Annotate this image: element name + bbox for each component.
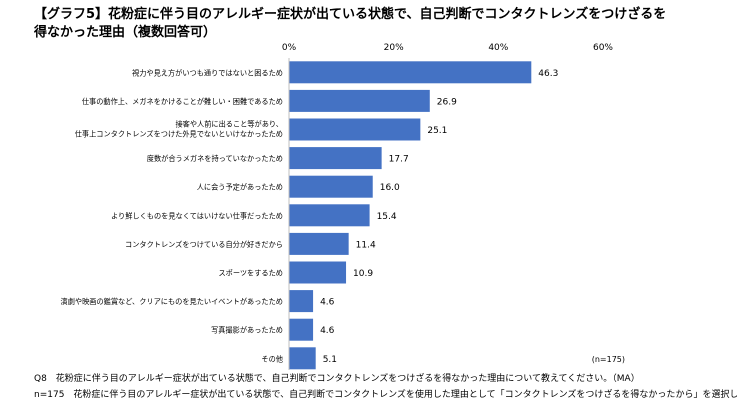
x-tick-label: 60% <box>593 43 613 53</box>
sample-size-note: (n=175) <box>592 355 625 364</box>
chart-title-line-2: 得なかった理由（複数回答可） <box>34 25 217 40</box>
value-label: 16.0 <box>380 183 400 193</box>
category-label: 演劇や映画の鑑賞など、クリアにものを見たいイベントがあったため <box>61 297 283 306</box>
category-label: その他 <box>261 354 283 363</box>
bar <box>289 147 382 170</box>
bar <box>289 89 430 112</box>
bar <box>289 118 421 141</box>
value-label: 10.9 <box>353 269 373 279</box>
category-label: 写真撮影があったため <box>211 326 283 335</box>
category-label: 度数が合うメガネを持っていなかったため <box>147 154 283 163</box>
bar <box>289 290 314 313</box>
category-label-line: 接客や人前に出ること等があり、 <box>175 120 283 129</box>
value-label: 25.1 <box>427 126 447 136</box>
category-label: 人に会う予定があったため <box>197 183 283 192</box>
value-label: 26.9 <box>437 97 457 107</box>
chart-title-line-1: 【グラフ5】花粉症に伴う目のアレルギー症状が出ている状態で、自己判断でコンタクト… <box>34 7 667 22</box>
value-label: 15.4 <box>377 212 397 222</box>
category-label: 仕事の動作上、メガネをかけることが難しい・困難であるため <box>82 97 283 106</box>
bar <box>289 204 370 227</box>
value-label: 4.6 <box>320 298 335 308</box>
question-footnote: Q8 花粉症に伴う目のアレルギー症状が出ている状態で、自己判断でコンタクトレンズ… <box>34 374 640 384</box>
value-label: 4.6 <box>320 326 335 336</box>
value-label: 11.4 <box>356 240 376 250</box>
category-label-line: 仕事上コンタクトレンズをつけた外見でないといけなかったため <box>75 130 283 139</box>
bar <box>289 232 349 255</box>
bar <box>289 175 373 198</box>
bar <box>289 347 316 370</box>
bar <box>289 61 532 84</box>
category-label: 視力や見え方がいつも通りではないと困るため <box>132 68 283 77</box>
bar <box>289 318 314 341</box>
x-tick-label: 20% <box>384 43 404 53</box>
bar-chart: 0% 20% 40% 60% 視力や見え方がいつも通りではないと困るため 46.3 仕事の動… <box>61 43 625 370</box>
category-label: 接客や人前に出ること等があり、仕事上コンタクトレンズをつけた外見でないといけなか… <box>75 120 283 139</box>
bar <box>289 261 347 284</box>
sample-footnote: n=175 花粉症に伴う目のアレルギー症状が出ている状態で、自己判断でコンタクト… <box>34 390 737 400</box>
value-label: 46.3 <box>538 69 558 79</box>
category-label: スポーツをするため <box>218 269 283 278</box>
x-tick-label: 40% <box>488 43 508 53</box>
category-label: コンタクトレンズをつけている自分が好きだから <box>125 240 283 249</box>
x-tick-label: 0% <box>282 43 297 53</box>
value-label: 17.7 <box>389 155 409 165</box>
chart-title: 【グラフ5】花粉症に伴う目のアレルギー症状が出ている状態で、自己判断でコンタクト… <box>34 6 674 42</box>
value-label: 5.1 <box>323 355 337 365</box>
category-label: より鮮しくものを見なくてはいけない仕事だったため <box>111 211 283 220</box>
